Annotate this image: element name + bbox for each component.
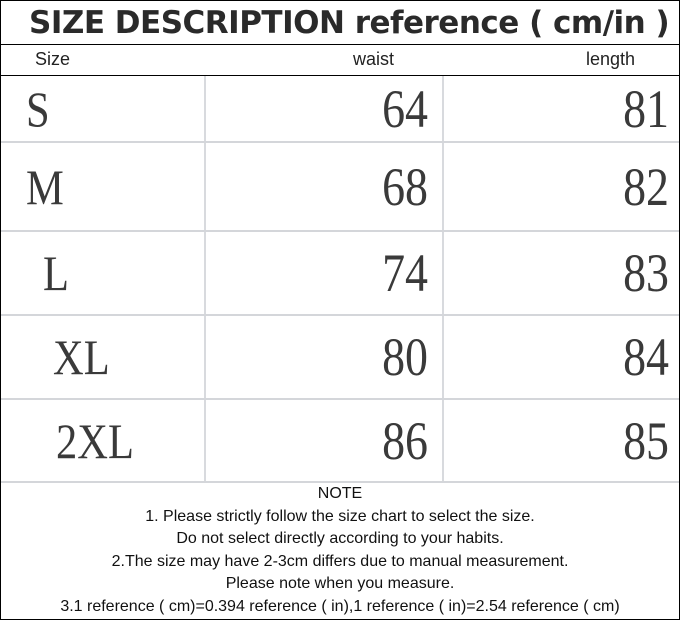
header-waist: waist (353, 49, 395, 69)
note-line: 1. Please strictly follow the size chart… (145, 507, 535, 525)
table-row: XL 80 84 (1, 316, 679, 400)
note-line: 3.1 reference ( cm)=0.394 reference ( in… (60, 597, 620, 615)
notes-section: NOTE 1. Please strictly follow the size … (0, 483, 680, 620)
size-label: M (26, 158, 64, 215)
notes-heading: NOTE (317, 485, 363, 502)
table-header: Size waist length (0, 45, 680, 76)
note-line: Do not select directly according to your… (176, 530, 504, 547)
table-row: L 74 83 (1, 232, 679, 316)
size-table: S 64 81 M 68 82 L 74 83 XL 80 84 2XL 86 … (0, 76, 680, 483)
table-row: S 64 81 (1, 76, 679, 143)
header-length: length (586, 49, 636, 69)
table-row: 2XL 86 85 (1, 400, 679, 483)
waist-value: 86 (382, 410, 428, 471)
length-value: 81 (623, 78, 669, 139)
waist-value: 74 (382, 243, 428, 303)
size-label: S (26, 80, 50, 137)
length-value: 85 (623, 410, 669, 471)
waist-value: 68 (382, 156, 428, 217)
length-value: 82 (623, 156, 669, 217)
note-line: 2.The size may have 2-3cm differs due to… (111, 552, 569, 570)
waist-value: 64 (382, 78, 428, 139)
length-value: 84 (623, 327, 669, 387)
size-label: L (43, 245, 69, 301)
header-size: Size (35, 49, 71, 69)
page-title: SIZE DESCRIPTION reference ( cm/in ) (0, 0, 680, 45)
note-line: Please note when you measure. (225, 575, 455, 592)
size-label: 2XL (56, 412, 134, 469)
table-row: M 68 82 (1, 143, 679, 232)
size-label: XL (53, 329, 110, 385)
waist-value: 80 (382, 327, 428, 387)
length-value: 83 (623, 243, 669, 303)
